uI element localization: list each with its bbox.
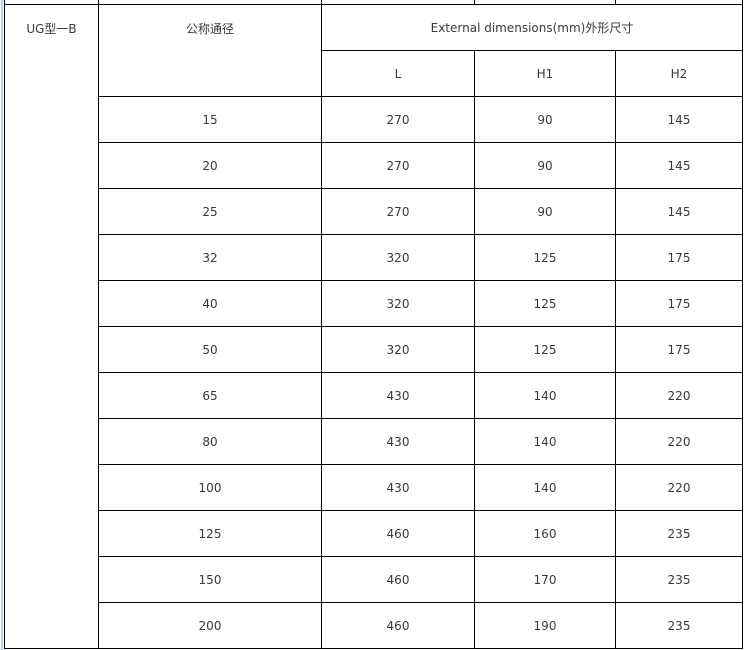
h1-cell: 190 [474,602,616,649]
l-cell: 270 [321,96,475,143]
h1-cell: 140 [474,418,616,465]
l-cell: 430 [321,418,475,465]
l-cell: 460 [321,602,475,649]
nominal-diameter-cell: 40 [98,280,322,327]
nominal-diameter-cell: 25 [98,188,322,235]
table-row: 100 430 140 220 [5,464,743,511]
table-row: 150 460 170 235 [5,556,743,603]
h2-cell: 235 [615,510,743,557]
column-header-h2: H2 [615,50,743,97]
nominal-diameter-cell: 100 [98,464,322,511]
subheader-row: L H1 H2 [5,50,743,97]
nominal-diameter-cell: 200 [98,602,322,649]
h1-cell: 160 [474,510,616,557]
nominal-diameter-cell: 20 [98,142,322,189]
h2-cell: 175 [615,280,743,327]
nominal-diameter-cell: 125 [98,510,322,557]
h2-cell: 235 [615,556,743,603]
h2-cell: 145 [615,188,743,235]
table-row: 50 320 125 175 [5,326,743,373]
l-cell: 270 [321,188,475,235]
dimensions-table: UG型一B 公称通径 External dimensions(mm)外形尺寸 L… [4,4,743,649]
l-cell: 430 [321,372,475,419]
page-left-edge [1,0,3,650]
h2-cell: 175 [615,326,743,373]
h1-cell: 125 [474,234,616,281]
table-row: 25 270 90 145 [5,188,743,235]
l-cell: 320 [321,326,475,373]
table-row: 65 430 140 220 [5,372,743,419]
h1-cell: 170 [474,556,616,603]
table-row: 200 460 190 235 [5,602,743,649]
h2-cell: 175 [615,234,743,281]
h2-cell: 145 [615,142,743,189]
l-cell: 460 [321,510,475,557]
dimensions-header: External dimensions(mm)外形尺寸 [321,4,743,51]
header-row: UG型一B 公称通径 External dimensions(mm)外形尺寸 [4,4,743,649]
nominal-diameter-cell: 50 [98,326,322,373]
h2-cell: 220 [615,418,743,465]
h2-cell: 220 [615,464,743,511]
h1-cell: 140 [474,372,616,419]
table-row: 15 270 90 145 [5,96,743,143]
l-cell: 460 [321,556,475,603]
column-header-h1: H1 [474,50,616,97]
nominal-diameter-cell: 80 [98,418,322,465]
l-cell: 430 [321,464,475,511]
nominal-diameter-cell: 65 [98,372,322,419]
h1-cell: 125 [474,280,616,327]
h2-cell: 220 [615,372,743,419]
table-row: 32 320 125 175 [5,234,743,281]
h1-cell: 90 [474,188,616,235]
h1-cell: 90 [474,142,616,189]
table-row: 125 460 160 235 [5,510,743,557]
model-cell: UG型一B [4,4,99,649]
l-cell: 320 [321,280,475,327]
nominal-diameter-header: 公称通径 [98,4,322,97]
h1-cell: 140 [474,464,616,511]
h1-cell: 125 [474,326,616,373]
h2-cell: 145 [615,96,743,143]
h1-cell: 90 [474,96,616,143]
l-cell: 320 [321,234,475,281]
nominal-diameter-cell: 150 [98,556,322,603]
nominal-diameter-cell: 32 [98,234,322,281]
h2-cell: 235 [615,602,743,649]
table-row: 40 320 125 175 [5,280,743,327]
nominal-diameter-cell: 15 [98,96,322,143]
table-row: 80 430 140 220 [5,418,743,465]
column-header-l: L [321,50,475,97]
l-cell: 270 [321,142,475,189]
table-row: 20 270 90 145 [5,142,743,189]
